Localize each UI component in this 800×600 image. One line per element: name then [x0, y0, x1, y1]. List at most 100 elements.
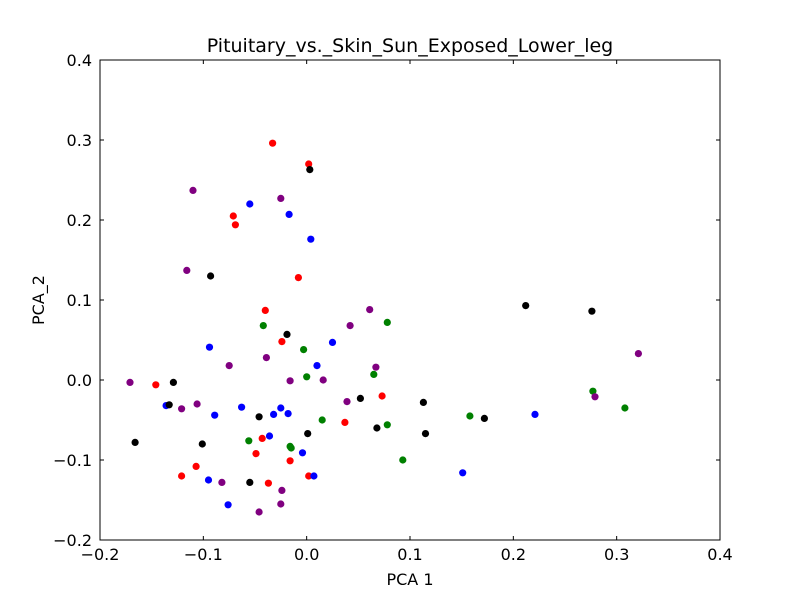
- data-point-black-12: [421, 430, 430, 438]
- data-point-blue-1: [285, 210, 293, 218]
- data-point-purple-11: [319, 376, 327, 384]
- data-point-red-8: [378, 392, 386, 400]
- data-point-purple-19: [255, 508, 263, 516]
- data-point-red-15: [305, 472, 313, 480]
- data-point-black-6: [165, 401, 173, 409]
- data-point-black-16: [246, 478, 254, 486]
- data-point-green-10: [245, 437, 253, 445]
- data-point-green-8: [318, 416, 326, 424]
- data-point-black-1: [207, 272, 215, 280]
- data-point-red-14: [178, 472, 186, 480]
- data-point-red-7: [152, 381, 160, 389]
- data-point-red-13: [192, 462, 200, 470]
- data-point-purple-14: [343, 398, 351, 406]
- ticks-layer: −0.2 −0.1 0.0 0.1 0.2 0.3 0.4 −0.2 −0.1 0.0 0.1 0.2…: [53, 51, 733, 564]
- data-point-blue-13: [265, 432, 274, 440]
- data-point-red-5: [261, 306, 269, 314]
- data-point-green-3: [303, 373, 311, 381]
- data-point-blue-5: [313, 362, 321, 370]
- data-point-blue-17: [204, 476, 213, 484]
- data-point-purple-8: [634, 350, 643, 358]
- y-tick-label-3: 0.1: [67, 291, 92, 310]
- x-tick-label-5: 0.3: [604, 545, 629, 564]
- data-point-purple-5: [262, 354, 270, 362]
- data-point-red-2: [229, 212, 237, 220]
- data-point-purple-0: [189, 186, 197, 194]
- data-point-purple-10: [286, 377, 294, 385]
- data-point-blue-11: [277, 404, 285, 412]
- data-point-red-11: [252, 450, 260, 458]
- y-tick-label-2: 0.0: [67, 371, 92, 390]
- data-point-green-12: [287, 444, 295, 452]
- data-point-black-11: [373, 424, 381, 432]
- data-point-black-10: [480, 414, 488, 422]
- data-point-purple-13: [178, 405, 186, 413]
- data-point-blue-10: [284, 410, 292, 418]
- data-point-purple-16: [218, 478, 226, 486]
- data-point-purple-18: [277, 500, 285, 508]
- data-point-black-9: [255, 413, 263, 421]
- data-point-green-2: [300, 346, 308, 354]
- x-tick-label-2: 0.0: [294, 545, 319, 564]
- x-axis-label: PCA 1: [386, 570, 433, 589]
- data-point-blue-4: [328, 338, 337, 346]
- data-point-red-1: [305, 160, 313, 168]
- data-point-red-0: [269, 139, 277, 147]
- data-point-purple-12: [193, 400, 201, 408]
- data-point-black-13: [304, 430, 312, 438]
- data-point-red-4: [294, 274, 302, 282]
- x-tick-label-4: 0.2: [501, 545, 526, 564]
- data-point-black-5: [169, 378, 177, 386]
- data-point-blue-16: [310, 472, 318, 480]
- data-point-purple-17: [278, 486, 286, 494]
- data-point-purple-6: [225, 362, 233, 370]
- x-tick-label-3: 0.1: [397, 545, 422, 564]
- data-point-red-9: [341, 418, 349, 426]
- data-point-green-5: [589, 387, 597, 395]
- data-point-green-4: [370, 370, 378, 378]
- data-point-black-0: [306, 166, 314, 174]
- data-point-purple-3: [366, 306, 374, 314]
- data-point-blue-14: [298, 449, 307, 457]
- data-point-black-7: [356, 394, 364, 402]
- data-point-purple-1: [277, 194, 285, 202]
- data-point-green-6: [621, 404, 629, 412]
- data-point-red-10: [258, 434, 266, 442]
- y-tick-label-0: −0.2: [53, 531, 92, 550]
- x-tick-label-1: −0.1: [184, 545, 223, 564]
- y-tick-label-4: 0.2: [67, 211, 92, 230]
- data-point-red-16: [264, 479, 272, 487]
- data-point-blue-18: [224, 501, 232, 509]
- data-point-blue-2: [307, 235, 315, 243]
- x-tick-label-6: 0.4: [707, 545, 732, 564]
- data-point-purple-7: [372, 363, 380, 371]
- data-point-purple-15: [591, 393, 599, 401]
- data-point-black-4: [283, 330, 291, 338]
- data-point-green-1: [259, 322, 267, 330]
- data-point-blue-7: [238, 403, 246, 411]
- data-point-black-14: [131, 438, 139, 446]
- data-point-green-13: [399, 456, 407, 464]
- data-point-purple-4: [346, 322, 354, 330]
- x-tick-label-0: −0.2: [81, 545, 120, 564]
- data-point-black-8: [419, 398, 427, 406]
- data-point-black-3: [588, 307, 596, 315]
- data-point-red-12: [286, 457, 294, 465]
- data-point-black-2: [522, 302, 530, 310]
- data-point-red-6: [278, 338, 286, 346]
- y-axis-label: PCA_2: [29, 275, 49, 325]
- points-layer: [126, 139, 643, 516]
- data-point-blue-12: [531, 410, 539, 418]
- y-tick-label-1: −0.1: [53, 451, 92, 470]
- data-point-green-0: [383, 318, 391, 326]
- data-point-black-15: [198, 440, 206, 448]
- data-point-purple-9: [126, 378, 134, 386]
- data-point-green-9: [383, 421, 391, 429]
- y-tick-label-5: 0.3: [67, 131, 92, 150]
- data-point-blue-3: [205, 343, 214, 351]
- data-point-green-7: [466, 412, 474, 420]
- data-point-red-3: [231, 221, 239, 229]
- data-point-blue-8: [211, 411, 219, 419]
- data-point-purple-2: [183, 266, 191, 274]
